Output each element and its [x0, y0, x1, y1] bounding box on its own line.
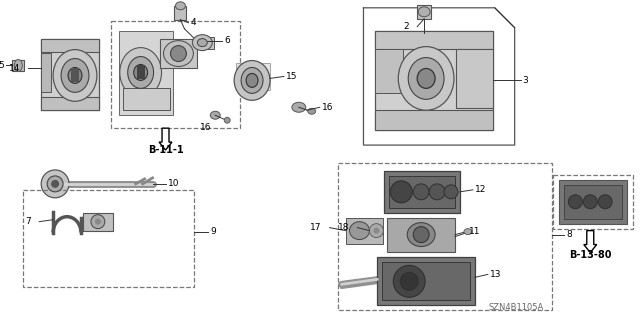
Ellipse shape [224, 117, 230, 123]
Bar [376, 31, 493, 48]
Ellipse shape [91, 215, 105, 229]
Ellipse shape [349, 222, 369, 240]
Ellipse shape [53, 49, 97, 101]
Text: 17: 17 [310, 223, 322, 232]
Ellipse shape [417, 69, 435, 88]
Bar [376, 31, 493, 130]
Ellipse shape [408, 57, 444, 99]
Ellipse shape [246, 73, 258, 87]
Ellipse shape [61, 58, 89, 93]
Ellipse shape [583, 195, 597, 209]
Text: 12: 12 [475, 185, 486, 194]
Bar [111, 21, 240, 128]
Ellipse shape [373, 228, 380, 234]
Bar [41, 39, 99, 52]
Ellipse shape [369, 224, 383, 238]
Bar [456, 48, 493, 108]
Bar [12, 60, 24, 71]
Bar [417, 5, 431, 19]
Text: 9: 9 [211, 227, 216, 236]
Bar [554, 175, 633, 229]
Bar [376, 110, 493, 130]
Ellipse shape [568, 195, 582, 209]
Ellipse shape [394, 265, 425, 297]
Ellipse shape [164, 41, 193, 66]
Text: 4: 4 [190, 18, 196, 27]
Bar [382, 263, 470, 300]
Bar [83, 213, 113, 231]
Ellipse shape [51, 180, 59, 188]
Bar [41, 39, 99, 110]
Ellipse shape [120, 48, 161, 97]
Bar [376, 48, 403, 93]
Text: 5: 5 [0, 61, 4, 70]
Ellipse shape [41, 170, 69, 198]
Ellipse shape [197, 39, 207, 47]
Text: 10: 10 [168, 179, 179, 189]
Ellipse shape [400, 272, 418, 290]
Ellipse shape [598, 195, 612, 209]
Text: 2: 2 [404, 22, 409, 31]
Ellipse shape [464, 229, 472, 234]
Ellipse shape [47, 176, 63, 192]
Ellipse shape [128, 56, 154, 88]
Bar [41, 97, 99, 110]
Bar [564, 185, 622, 219]
Text: 18: 18 [338, 223, 349, 232]
Text: 16: 16 [322, 103, 333, 112]
Ellipse shape [14, 60, 22, 71]
Ellipse shape [308, 108, 316, 114]
Ellipse shape [134, 64, 148, 80]
Ellipse shape [95, 219, 101, 225]
Ellipse shape [407, 223, 435, 247]
Bar [346, 218, 383, 243]
Text: 7: 7 [26, 217, 31, 226]
Ellipse shape [234, 61, 270, 100]
Ellipse shape [170, 46, 186, 62]
Ellipse shape [413, 184, 429, 200]
Text: SZN4B1105A: SZN4B1105A [489, 303, 544, 312]
Bar [387, 218, 455, 251]
Bar [236, 63, 270, 90]
Text: 8: 8 [566, 230, 572, 239]
Ellipse shape [429, 184, 445, 200]
Ellipse shape [193, 35, 212, 51]
Bar [378, 257, 475, 305]
Bar [559, 180, 627, 224]
Ellipse shape [390, 181, 412, 203]
Ellipse shape [211, 111, 220, 119]
Text: 3: 3 [523, 76, 529, 85]
Text: 16: 16 [200, 123, 211, 132]
Bar [123, 88, 170, 110]
Ellipse shape [444, 185, 458, 199]
Text: B-13-80: B-13-80 [569, 250, 611, 261]
Bar [385, 171, 460, 213]
Text: 6: 6 [224, 36, 230, 45]
Ellipse shape [413, 226, 429, 242]
Ellipse shape [175, 2, 186, 10]
Bar [41, 53, 51, 93]
FancyArrow shape [584, 231, 596, 253]
Bar [119, 31, 173, 115]
Bar [71, 69, 79, 82]
Ellipse shape [68, 68, 82, 83]
FancyArrow shape [159, 128, 172, 150]
Ellipse shape [292, 102, 306, 112]
Bar [389, 176, 455, 208]
Text: 14: 14 [9, 64, 20, 73]
Bar [23, 190, 195, 287]
Text: 15: 15 [286, 72, 298, 81]
Ellipse shape [241, 68, 263, 93]
Bar [175, 6, 186, 20]
Bar [137, 65, 145, 79]
Text: 13: 13 [490, 270, 501, 279]
Bar [159, 39, 197, 69]
Ellipse shape [398, 47, 454, 110]
Bar [195, 37, 214, 48]
Ellipse shape [418, 7, 430, 17]
Text: B-11-1: B-11-1 [148, 145, 183, 155]
Bar [338, 163, 552, 310]
Text: 11: 11 [469, 227, 481, 236]
